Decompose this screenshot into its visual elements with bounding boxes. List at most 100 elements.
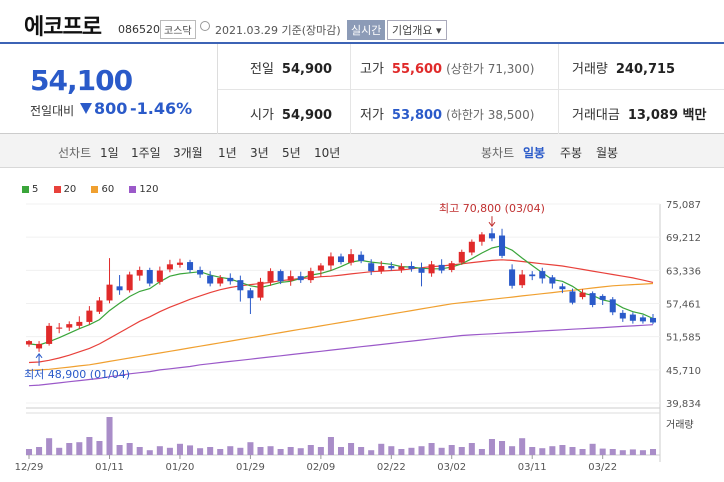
volume-bar [418,446,425,455]
volume-bar [589,443,596,455]
candle-body [509,269,516,286]
volume-bar [187,445,194,455]
tab-1w[interactable]: 1주일 [131,146,161,160]
volume-bar [549,446,556,455]
candle-body [569,291,576,303]
legend-swatch [53,185,61,193]
legend-ma5[interactable]: 5 [22,184,38,195]
x-tick-label: 03/22 [588,462,617,473]
candle-body [176,262,183,265]
volume-bar [197,448,204,455]
down-arrow-icon [80,103,92,114]
chart-tabs: 선차트 1일 1주일 3개월 1년 3년 5년 10년 봉차트 일봉 주봉 월봉 [0,134,724,168]
candle-body [579,292,586,298]
candle-body [126,274,133,291]
x-tick-label: 03/11 [518,462,547,473]
candle-body [86,310,93,322]
candle-body [368,263,375,272]
company-overview-dropdown[interactable]: 기업개요 ▾ [387,20,447,40]
tab-monthly[interactable]: 월봉 [596,146,619,160]
volume-bar [337,447,345,455]
tab-3m[interactable]: 3개월 [173,146,203,160]
candle-body [106,284,113,301]
high-value: 55,600 [391,62,443,77]
candle-body [629,314,636,321]
x-tick-label: 02/09 [306,462,335,473]
prev-close-cell: 전일 54,900 [250,58,332,77]
legend-ma60[interactable]: 60 [91,184,114,195]
volume-bar [86,437,93,455]
y-tick-label: 57,461 [666,299,701,310]
x-tick-label: 01/29 [236,462,265,473]
volume-bar [408,447,415,455]
candle-body [247,290,254,299]
candle-body [619,312,626,319]
volume-bar [267,446,274,455]
open-value: 54,900 [281,108,333,123]
legend-swatch [91,185,99,193]
high-cell: 고가 55,600 (상한가 71,300) [360,58,534,77]
candle-body [388,266,395,269]
x-tick-label: 01/20 [166,462,195,473]
volume-bar [307,445,314,455]
candle-body [56,327,63,329]
volume-bar [458,447,465,455]
tab-3y[interactable]: 3년 [250,146,269,160]
candlestick-chart[interactable]: 75,087 69,212 63,336 57,461 51,585 45,710 39,8… [0,178,724,482]
stock-name[interactable]: 에코프로 [24,15,102,40]
candle-body [398,266,405,270]
candle-body [297,276,304,281]
min-annotation: 최저 48,900 (01/04) [24,368,130,381]
candle-body [166,264,173,270]
candle-body [136,269,143,276]
tab-weekly[interactable]: 주봉 [560,146,583,160]
volume-bar [237,447,244,455]
stock-header: 에코프로 086520 코스닥 2021.03.29 기준(장마감) 실시간 기… [0,0,724,42]
legend-ma120[interactable]: 120 [129,184,159,195]
amount-cell: 거래대금 13,089 백만 [572,104,706,123]
candle-body [348,254,355,263]
candle-body [76,321,83,326]
candle-chart-label[interactable]: 봉차트 [481,146,515,160]
volume-bar [217,449,224,455]
line-chart-label[interactable]: 선차트 [58,146,92,160]
tab-daily[interactable]: 일봉 [523,146,546,160]
column-divider [350,44,351,134]
volume-bar [519,438,526,455]
candle-body [156,270,163,282]
realtime-button[interactable]: 실시간 [347,20,386,40]
y-tick-label: 69,212 [666,233,701,244]
ma20-line [28,259,654,364]
candle-body [428,264,435,274]
amount-value: 13,089 백만 [627,108,707,123]
volume-bar [378,443,385,455]
tab-1y[interactable]: 1년 [218,146,237,160]
legend-label: 20 [63,184,77,195]
legend-swatch [22,185,29,193]
legend-label: 120 [139,184,159,195]
y-tick-label: 63,336 [666,266,701,277]
candle-body [337,256,345,263]
candle-body [549,277,556,284]
candle-body [589,293,596,305]
volume-bar [36,447,43,455]
tab-10y[interactable]: 10년 [314,146,341,160]
x-tick-label: 03/02 [437,462,466,473]
max-annotation: 최고 70,800 (03/04) [439,202,545,215]
open-cell: 시가 54,900 [250,104,332,123]
volume-bar [287,447,294,455]
price-summary: 54,100 전일대비 800 -1.46% 전일 54,900 고가 55,600… [0,42,724,134]
volume-cell: 거래량 240,715 [572,58,675,77]
volume-bar [388,446,395,455]
y-tick-label: 51,585 [666,333,701,344]
tab-1d[interactable]: 1일 [100,146,119,160]
volume-bar [146,450,153,455]
volume-bar [499,441,506,455]
legend-ma20[interactable]: 20 [53,184,77,195]
volume-axis-label: 거래량 [666,419,694,431]
tab-5y[interactable]: 5년 [282,146,301,160]
candle-body [277,271,284,282]
volume-bar [398,449,405,455]
clock-icon [200,21,210,31]
candle-body [468,241,475,253]
